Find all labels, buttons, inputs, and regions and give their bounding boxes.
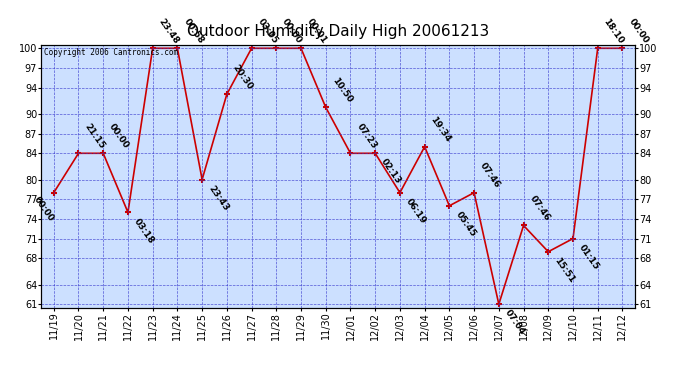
Text: 00:00: 00:00: [280, 17, 304, 45]
Text: 07:46: 07:46: [528, 194, 551, 223]
Text: 06:19: 06:19: [404, 197, 428, 225]
Text: 00:58: 00:58: [181, 17, 205, 45]
Text: Copyright 2006 Cantronics.com: Copyright 2006 Cantronics.com: [44, 48, 179, 57]
Text: 05:45: 05:45: [453, 210, 477, 238]
Text: 21:15: 21:15: [83, 122, 106, 150]
Text: 01:15: 01:15: [577, 243, 601, 271]
Text: 07:04: 07:04: [503, 308, 526, 337]
Text: 07:46: 07:46: [478, 161, 502, 190]
Text: 20:30: 20:30: [231, 63, 255, 92]
Text: 23:48: 23:48: [157, 17, 181, 45]
Text: 18:10: 18:10: [602, 17, 626, 45]
Text: 00:01: 00:01: [305, 17, 328, 45]
Text: 19:34: 19:34: [428, 115, 453, 144]
Text: 00:00: 00:00: [627, 17, 650, 45]
Text: 00:00: 00:00: [108, 122, 131, 150]
Text: 23:43: 23:43: [206, 184, 230, 212]
Text: 15:51: 15:51: [553, 256, 576, 285]
Text: 00:00: 00:00: [32, 195, 55, 223]
Text: 07:23: 07:23: [355, 122, 378, 150]
Text: 03:18: 03:18: [132, 216, 156, 245]
Text: 03:05: 03:05: [256, 17, 279, 45]
Text: 02:13: 02:13: [380, 158, 403, 186]
Text: 10:50: 10:50: [330, 76, 353, 105]
Title: Outdoor Humidity Daily High 20061213: Outdoor Humidity Daily High 20061213: [187, 24, 489, 39]
